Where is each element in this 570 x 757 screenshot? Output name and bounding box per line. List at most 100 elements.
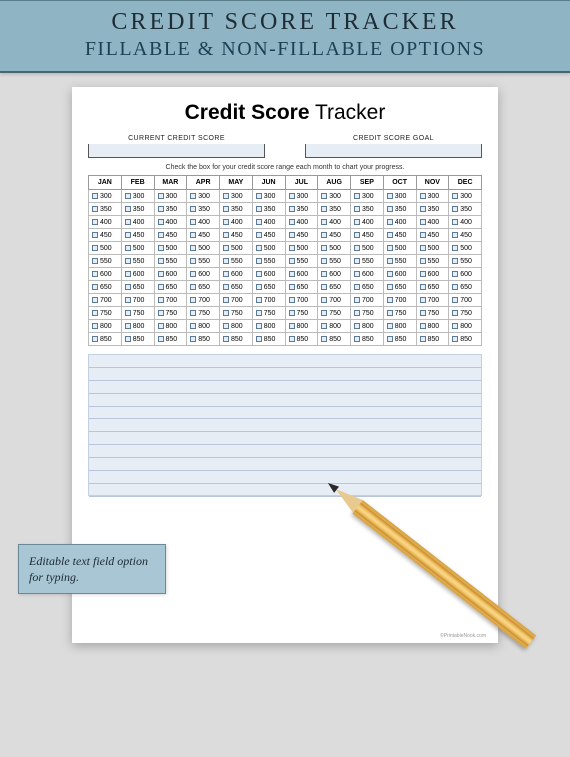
score-checkbox[interactable]: [321, 271, 327, 277]
score-checkbox[interactable]: [256, 258, 262, 264]
score-checkbox[interactable]: [92, 258, 98, 264]
score-checkbox[interactable]: [289, 336, 295, 342]
score-checkbox[interactable]: [387, 336, 393, 342]
score-checkbox[interactable]: [420, 336, 426, 342]
score-checkbox[interactable]: [321, 206, 327, 212]
score-checkbox[interactable]: [223, 323, 229, 329]
score-checkbox[interactable]: [190, 232, 196, 238]
score-checkbox[interactable]: [256, 336, 262, 342]
score-checkbox[interactable]: [92, 206, 98, 212]
score-checkbox[interactable]: [387, 258, 393, 264]
score-checkbox[interactable]: [420, 193, 426, 199]
score-checkbox[interactable]: [321, 258, 327, 264]
score-checkbox[interactable]: [223, 297, 229, 303]
score-checkbox[interactable]: [452, 206, 458, 212]
score-checkbox[interactable]: [190, 193, 196, 199]
score-checkbox[interactable]: [420, 323, 426, 329]
score-checkbox[interactable]: [420, 219, 426, 225]
score-checkbox[interactable]: [420, 271, 426, 277]
score-checkbox[interactable]: [452, 310, 458, 316]
score-checkbox[interactable]: [321, 310, 327, 316]
score-checkbox[interactable]: [256, 245, 262, 251]
score-checkbox[interactable]: [223, 284, 229, 290]
score-checkbox[interactable]: [256, 193, 262, 199]
score-checkbox[interactable]: [158, 245, 164, 251]
score-checkbox[interactable]: [190, 219, 196, 225]
score-checkbox[interactable]: [125, 258, 131, 264]
score-checkbox[interactable]: [420, 232, 426, 238]
score-checkbox[interactable]: [256, 271, 262, 277]
score-checkbox[interactable]: [190, 336, 196, 342]
score-checkbox[interactable]: [420, 310, 426, 316]
score-checkbox[interactable]: [223, 245, 229, 251]
score-checkbox[interactable]: [92, 193, 98, 199]
score-checkbox[interactable]: [256, 284, 262, 290]
score-checkbox[interactable]: [289, 219, 295, 225]
score-checkbox[interactable]: [387, 297, 393, 303]
score-checkbox[interactable]: [354, 245, 360, 251]
score-checkbox[interactable]: [452, 245, 458, 251]
score-checkbox[interactable]: [190, 258, 196, 264]
score-checkbox[interactable]: [289, 284, 295, 290]
score-checkbox[interactable]: [420, 258, 426, 264]
score-checkbox[interactable]: [354, 297, 360, 303]
score-checkbox[interactable]: [158, 206, 164, 212]
score-checkbox[interactable]: [321, 297, 327, 303]
score-checkbox[interactable]: [354, 310, 360, 316]
score-checkbox[interactable]: [92, 284, 98, 290]
score-checkbox[interactable]: [125, 206, 131, 212]
score-checkbox[interactable]: [354, 206, 360, 212]
score-checkbox[interactable]: [190, 245, 196, 251]
score-checkbox[interactable]: [223, 193, 229, 199]
score-checkbox[interactable]: [92, 310, 98, 316]
score-checkbox[interactable]: [452, 193, 458, 199]
score-checkbox[interactable]: [452, 297, 458, 303]
score-checkbox[interactable]: [289, 232, 295, 238]
score-checkbox[interactable]: [452, 284, 458, 290]
score-checkbox[interactable]: [223, 336, 229, 342]
score-checkbox[interactable]: [223, 310, 229, 316]
score-checkbox[interactable]: [289, 297, 295, 303]
score-checkbox[interactable]: [387, 245, 393, 251]
score-checkbox[interactable]: [321, 284, 327, 290]
score-checkbox[interactable]: [158, 219, 164, 225]
score-checkbox[interactable]: [321, 245, 327, 251]
goal-score-input[interactable]: [305, 144, 482, 158]
score-checkbox[interactable]: [92, 232, 98, 238]
score-checkbox[interactable]: [92, 323, 98, 329]
score-checkbox[interactable]: [125, 284, 131, 290]
score-checkbox[interactable]: [289, 310, 295, 316]
score-checkbox[interactable]: [256, 297, 262, 303]
score-checkbox[interactable]: [321, 336, 327, 342]
score-checkbox[interactable]: [256, 232, 262, 238]
score-checkbox[interactable]: [158, 323, 164, 329]
score-checkbox[interactable]: [125, 297, 131, 303]
score-checkbox[interactable]: [321, 323, 327, 329]
score-checkbox[interactable]: [125, 232, 131, 238]
score-checkbox[interactable]: [92, 219, 98, 225]
score-checkbox[interactable]: [289, 258, 295, 264]
notes-area[interactable]: [88, 354, 482, 496]
score-checkbox[interactable]: [158, 284, 164, 290]
score-checkbox[interactable]: [223, 232, 229, 238]
score-checkbox[interactable]: [125, 310, 131, 316]
score-checkbox[interactable]: [158, 232, 164, 238]
score-checkbox[interactable]: [321, 193, 327, 199]
score-checkbox[interactable]: [354, 232, 360, 238]
current-score-input[interactable]: [88, 144, 265, 158]
score-checkbox[interactable]: [190, 323, 196, 329]
score-checkbox[interactable]: [158, 297, 164, 303]
score-checkbox[interactable]: [256, 219, 262, 225]
score-checkbox[interactable]: [190, 271, 196, 277]
score-checkbox[interactable]: [125, 245, 131, 251]
score-checkbox[interactable]: [452, 336, 458, 342]
score-checkbox[interactable]: [354, 284, 360, 290]
score-checkbox[interactable]: [125, 271, 131, 277]
score-checkbox[interactable]: [387, 193, 393, 199]
score-checkbox[interactable]: [289, 245, 295, 251]
score-checkbox[interactable]: [289, 323, 295, 329]
score-checkbox[interactable]: [354, 193, 360, 199]
score-checkbox[interactable]: [125, 336, 131, 342]
score-checkbox[interactable]: [420, 284, 426, 290]
score-checkbox[interactable]: [289, 206, 295, 212]
